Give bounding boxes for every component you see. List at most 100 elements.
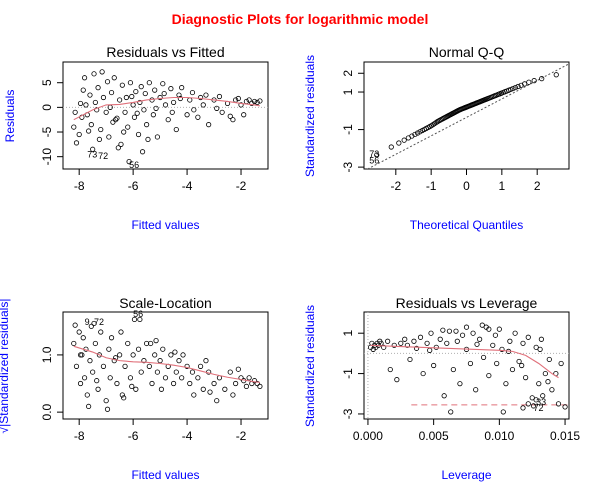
data-point (538, 336, 545, 342)
data-point (111, 75, 117, 81)
data-point (381, 344, 387, 350)
data-point (533, 397, 539, 403)
data-point (216, 93, 223, 100)
x-tick-label: -6 (128, 429, 139, 443)
data-point (474, 341, 480, 347)
data-point (96, 136, 103, 143)
data-point (160, 346, 166, 352)
data-point (446, 328, 453, 334)
data-point (121, 395, 127, 401)
data-point (138, 84, 144, 90)
data-point (238, 102, 244, 108)
data-point (515, 83, 521, 90)
data-point (100, 363, 107, 369)
data-point (219, 109, 225, 115)
data-point (77, 380, 84, 387)
data-point (440, 327, 446, 333)
data-point (76, 131, 82, 138)
data-point (142, 90, 148, 97)
data-point (152, 87, 158, 93)
data-point (138, 369, 144, 375)
figure-title: Diagnostic Plots for logarithmic model (172, 11, 429, 27)
data-point (251, 98, 258, 105)
data-point (107, 375, 113, 381)
data-point (87, 358, 93, 364)
x-tick-label: -8 (74, 179, 85, 193)
data-point (230, 117, 236, 123)
data-point (207, 389, 213, 395)
x-axis-label: Fitted values (131, 468, 199, 482)
data-point (106, 346, 112, 352)
data-point (141, 358, 147, 364)
qq-reference-line (366, 63, 569, 169)
x-tick-label: 0.010 (484, 429, 514, 443)
data-point (388, 144, 394, 150)
data-point (146, 80, 152, 86)
data-point (126, 159, 132, 165)
data-point (179, 375, 185, 381)
data-point (94, 107, 100, 113)
data-point (203, 92, 209, 98)
data-point (479, 322, 485, 328)
x-tick-label: -4 (182, 429, 193, 443)
y-tick-label: -1 (341, 368, 355, 379)
data-point (374, 152, 380, 158)
data-point (203, 358, 209, 364)
plot-area (63, 69, 268, 165)
data-point (214, 398, 220, 404)
point-label: 9 (85, 317, 90, 327)
x-axis-label: Theoretical Quantiles (410, 218, 523, 232)
panel-title: Residuals vs Fitted (106, 44, 224, 60)
data-point (454, 338, 460, 344)
data-point (496, 326, 502, 332)
point-label: 56 (133, 309, 143, 319)
data-point (77, 100, 84, 107)
data-point (108, 335, 115, 341)
data-point (453, 328, 459, 334)
x-tick-label: 0.000 (353, 429, 383, 443)
data-point (523, 375, 529, 381)
x-tick-label: -1 (426, 179, 437, 193)
data-point (401, 137, 407, 143)
data-point (222, 386, 228, 392)
y-tick-label: 1 (341, 330, 355, 337)
data-point (172, 349, 178, 355)
data-point (91, 320, 97, 327)
data-point (72, 322, 78, 328)
data-point (90, 369, 96, 375)
data-point (95, 386, 101, 392)
data-point (80, 87, 86, 93)
x-tick-label: -6 (128, 179, 139, 193)
point-label: 72 (534, 403, 544, 413)
data-point (509, 366, 516, 373)
data-point (444, 340, 450, 346)
data-point (98, 329, 104, 335)
data-point (500, 409, 506, 415)
data-point (90, 146, 96, 152)
data-point (153, 338, 159, 344)
data-point (81, 375, 88, 381)
data-point (184, 112, 190, 118)
data-point (531, 78, 537, 84)
data-point (160, 81, 166, 87)
data-point (98, 126, 104, 133)
data-point (254, 380, 260, 387)
data-point (492, 332, 499, 338)
data-point (545, 379, 551, 385)
y-axis-label: √|Standardized residuals| (0, 299, 11, 434)
data-point (100, 94, 107, 101)
data-point (96, 352, 103, 358)
data-point (394, 377, 400, 383)
data-point (121, 129, 127, 135)
data-point (424, 340, 430, 346)
y-tick-label: -10 (40, 148, 54, 166)
data-point (179, 85, 185, 91)
y-tick-label: 5 (40, 79, 54, 86)
y-axis-label: Residuals (3, 90, 17, 143)
data-point (77, 352, 84, 358)
data-point (180, 352, 186, 358)
panel-title: Normal Q-Q (429, 44, 505, 60)
